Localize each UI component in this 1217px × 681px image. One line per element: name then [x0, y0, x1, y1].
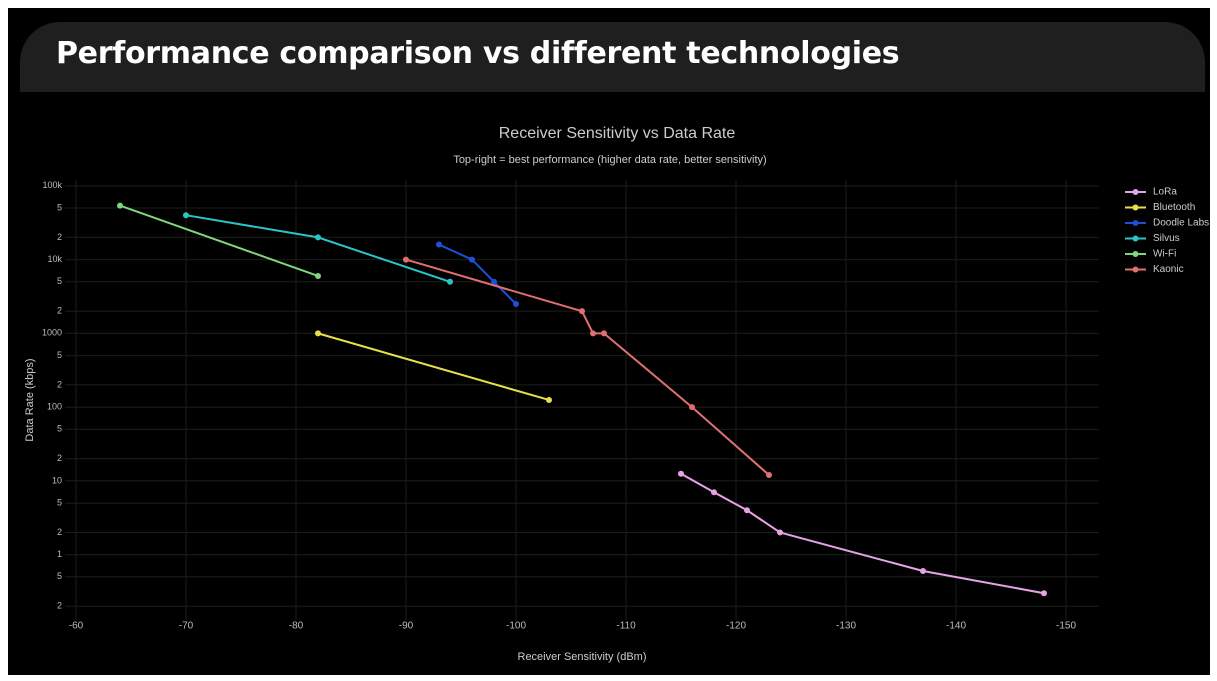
series-line: [405, 258, 770, 476]
y-tick-label: 10k: [47, 254, 62, 264]
data-point: [678, 470, 684, 477]
x-tick-label: -140: [946, 621, 966, 632]
legend-dot: [1132, 266, 1139, 273]
legend-dot: [1132, 204, 1139, 211]
legend-label: Wi-Fi: [1153, 249, 1176, 260]
data-point: [546, 396, 552, 403]
y-axis-label: Data Rate (kbps): [24, 358, 36, 441]
x-tick-label: -110: [616, 621, 636, 632]
y-tick-label: 100k: [42, 180, 62, 190]
x-tick-label: -100: [506, 621, 526, 632]
data-point: [183, 212, 189, 219]
y-tick-label: 5: [57, 350, 62, 360]
series-line: [317, 332, 550, 401]
series-line: [185, 214, 451, 283]
series-line: [438, 243, 517, 305]
data-point: [689, 404, 695, 411]
y-tick-label: 2: [57, 453, 62, 463]
y-tick-label: 100: [47, 401, 62, 411]
data-point: [777, 529, 783, 536]
y-tick-label: 2: [57, 306, 62, 316]
x-tick-label: -70: [179, 621, 194, 632]
data-point: [447, 278, 453, 285]
x-tick-label: -80: [289, 621, 304, 632]
data-point: [315, 272, 321, 279]
series-line: [680, 472, 1045, 595]
data-point: [590, 330, 596, 337]
y-tick-label: 1: [57, 549, 62, 559]
series-line: [119, 204, 319, 277]
chart-title: Receiver Sensitivity vs Data Rate: [499, 125, 736, 142]
data-point: [513, 301, 519, 308]
x-tick-label: -130: [836, 621, 856, 632]
data-point: [315, 330, 321, 337]
data-point: [1041, 590, 1047, 597]
data-point: [403, 256, 409, 263]
legend-label: Doodle Labs: [1153, 218, 1209, 229]
data-point: [766, 472, 772, 479]
data-point: [711, 489, 717, 496]
y-tick-label: 5: [57, 276, 62, 286]
header-bar: Performance comparison vs different tech…: [20, 22, 1205, 92]
y-tick-label: 2: [57, 601, 62, 611]
y-tick-label: 5: [57, 424, 62, 434]
data-point: [436, 241, 442, 248]
data-point: [469, 256, 475, 263]
legend-label: LoRa: [1153, 187, 1177, 198]
data-point: [315, 234, 321, 241]
slide: Performance comparison vs different tech…: [8, 8, 1210, 675]
legend-dot: [1132, 220, 1139, 226]
data-point: [601, 330, 607, 337]
legend-dot: [1132, 235, 1139, 242]
y-tick-label: 2: [57, 379, 62, 389]
legend-label: Bluetooth: [1153, 202, 1195, 213]
x-tick-label: -90: [399, 621, 414, 632]
legend-label: Kaonic: [1153, 264, 1184, 275]
x-tick-label: -60: [69, 621, 84, 632]
legend-dot: [1132, 251, 1139, 257]
chart-subtitle: Top-right = best performance (higher dat…: [453, 154, 766, 166]
data-point: [579, 308, 585, 315]
x-tick-label: -150: [1056, 621, 1076, 632]
x-tick-label: -120: [726, 621, 746, 632]
legend-label: Silvus: [1153, 233, 1180, 244]
y-tick-label: 2: [57, 232, 62, 242]
y-tick-label: 5: [57, 202, 62, 212]
y-tick-label: 1000: [42, 328, 62, 338]
data-point: [920, 568, 926, 575]
legend-dot: [1132, 189, 1139, 195]
data-point: [117, 202, 123, 209]
data-point: [491, 278, 497, 285]
x-axis-label: Receiver Sensitivity (dBm): [518, 651, 647, 663]
y-tick-label: 5: [57, 497, 62, 507]
y-tick-label: 2: [57, 527, 62, 537]
data-point: [744, 507, 750, 514]
y-tick-label: 5: [57, 571, 62, 581]
header-title: Performance comparison vs different tech…: [56, 36, 900, 71]
y-tick-label: 10: [52, 475, 62, 485]
